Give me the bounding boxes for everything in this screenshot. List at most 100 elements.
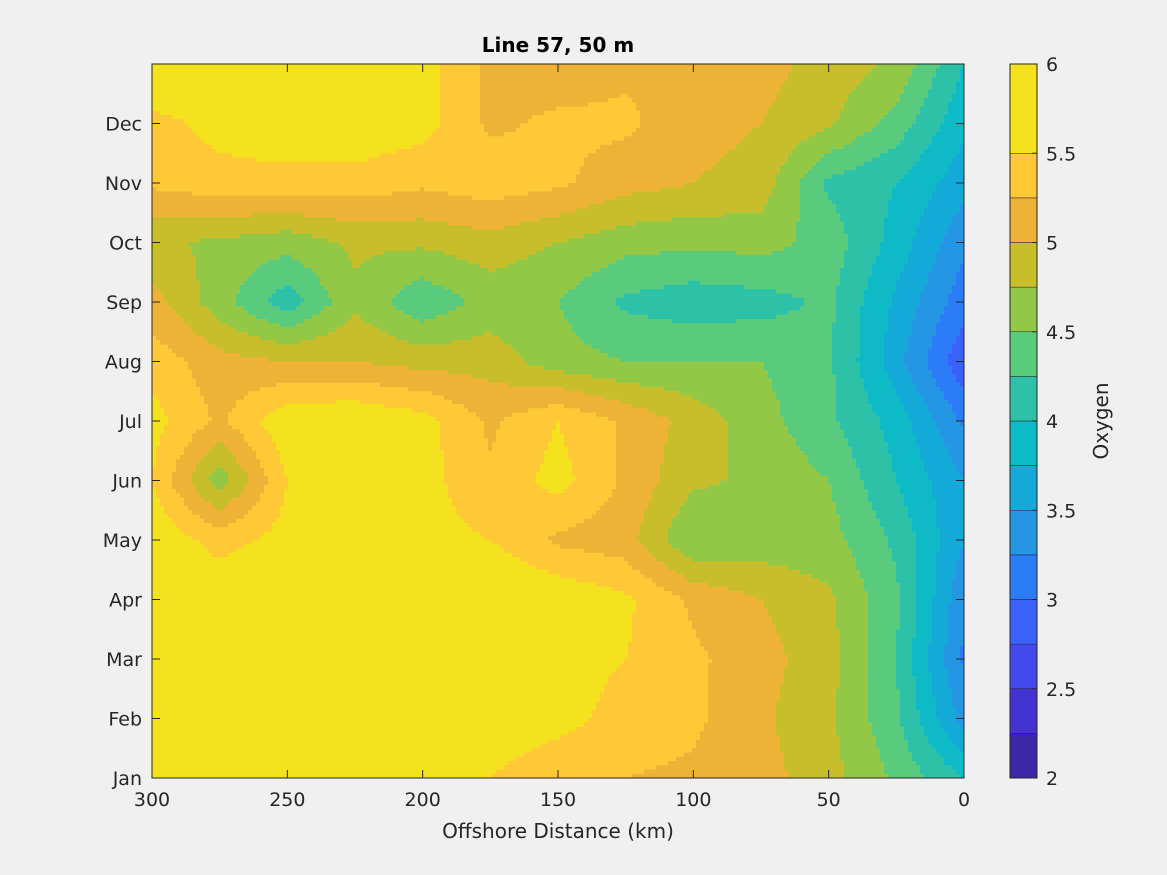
contour-cell — [776, 153, 781, 159]
contour-cell — [224, 157, 229, 163]
contour-cell — [524, 72, 529, 78]
contour-cell — [464, 140, 469, 146]
contour-cell — [584, 161, 589, 167]
contour-cell — [564, 110, 569, 116]
contour-cell — [808, 153, 813, 159]
contour-cell — [168, 64, 173, 69]
contour-cell — [564, 98, 569, 103]
contour-cell — [616, 64, 621, 69]
contour-cell — [912, 72, 917, 78]
contour-cell — [488, 157, 493, 163]
contour-cell — [332, 161, 337, 167]
contour-cell — [364, 132, 369, 137]
contour-cell — [180, 102, 185, 108]
contour-cell — [304, 166, 309, 171]
contour-cell — [272, 89, 277, 95]
contour-cell — [176, 106, 181, 112]
contour-cell — [560, 72, 565, 78]
contour-cell — [180, 123, 185, 129]
contour-cell — [240, 127, 245, 133]
contour-cell — [388, 123, 393, 129]
contour-cell — [332, 157, 337, 163]
contour-cell — [604, 132, 609, 137]
contour-cell — [176, 76, 181, 82]
contour-cell — [348, 115, 353, 120]
contour-cell — [884, 110, 889, 116]
contour-cell — [544, 132, 549, 137]
contour-cell — [624, 140, 629, 146]
contour-cell — [824, 161, 829, 167]
contour-cell — [704, 140, 709, 146]
contour-cell — [680, 123, 685, 129]
contour-cell — [240, 106, 245, 112]
contour-cell — [344, 64, 349, 69]
contour-cell — [684, 102, 689, 108]
contour-cell — [312, 161, 317, 167]
contour-cell — [708, 144, 713, 150]
contour-cell — [220, 161, 225, 167]
contour-cell — [896, 106, 901, 112]
contour-cell — [400, 127, 405, 133]
contour-cell — [352, 144, 357, 150]
contour-cell — [296, 149, 301, 154]
contour-cell — [708, 119, 713, 125]
contour-cell — [736, 98, 741, 103]
contour-cell — [368, 161, 373, 167]
contour-cell — [180, 149, 185, 154]
contour-cell — [568, 110, 573, 116]
contour-cell — [932, 85, 937, 91]
contour-cell — [724, 144, 729, 150]
contour-cell — [832, 140, 837, 146]
contour-cell — [656, 64, 661, 69]
contour-cell — [284, 157, 289, 163]
contour-cell — [584, 98, 589, 103]
contour-cell — [684, 98, 689, 103]
contour-cell — [596, 157, 601, 163]
contour-cell — [932, 153, 937, 159]
contour-cell — [636, 115, 641, 120]
contour-cell — [856, 106, 861, 112]
contour-cell — [612, 89, 617, 95]
contour-cell — [616, 149, 621, 154]
contour-cell — [680, 110, 685, 116]
contour-cell — [452, 119, 457, 125]
contour-cell — [488, 127, 493, 133]
contour-cell — [316, 144, 321, 150]
contour-cell — [440, 102, 445, 108]
contour-cell — [528, 64, 533, 69]
contour-cell — [260, 98, 265, 103]
contour-cell — [748, 136, 753, 142]
contour-cell — [428, 157, 433, 163]
contour-cell — [256, 140, 261, 146]
contour-cell — [924, 132, 929, 137]
contour-cell — [548, 140, 553, 146]
contour-cell — [520, 85, 525, 91]
contour-cell — [624, 89, 629, 95]
contour-cell — [392, 72, 397, 78]
contour-cell — [840, 85, 845, 91]
contour-cell — [640, 81, 645, 86]
contour-cell — [256, 127, 261, 133]
contour-cell — [572, 140, 577, 146]
contour-cell — [832, 153, 837, 159]
contour-cell — [360, 136, 365, 142]
contour-cell — [696, 64, 701, 69]
contour-cell — [820, 106, 825, 112]
contour-cell — [156, 132, 161, 137]
contour-cell — [292, 68, 297, 74]
contour-cell — [284, 102, 289, 108]
contour-cell — [872, 127, 877, 133]
contour-cell — [768, 132, 773, 137]
contour-cell — [776, 68, 781, 74]
contour-cell — [368, 136, 373, 142]
contour-cell — [164, 123, 169, 129]
contour-cell — [540, 64, 545, 69]
contour-cell — [564, 140, 569, 146]
contour-cell — [356, 119, 361, 125]
contour-cell — [184, 140, 189, 146]
contour-cell — [928, 119, 933, 125]
contour-cell — [600, 102, 605, 108]
contour-cell — [692, 76, 697, 82]
contour-cell — [560, 85, 565, 91]
contour-cell — [188, 119, 193, 125]
